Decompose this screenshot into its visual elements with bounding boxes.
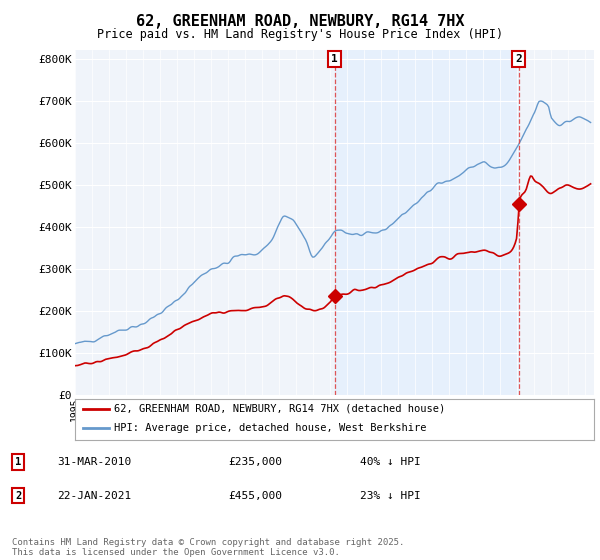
Text: £455,000: £455,000: [228, 491, 282, 501]
Text: 40% ↓ HPI: 40% ↓ HPI: [360, 457, 421, 467]
Text: 23% ↓ HPI: 23% ↓ HPI: [360, 491, 421, 501]
Text: 62, GREENHAM ROAD, NEWBURY, RG14 7HX (detached house): 62, GREENHAM ROAD, NEWBURY, RG14 7HX (de…: [114, 404, 445, 414]
Text: 22-JAN-2021: 22-JAN-2021: [57, 491, 131, 501]
Text: 2: 2: [515, 54, 522, 64]
Bar: [335, 50, 518, 395]
Text: HPI: Average price, detached house, West Berkshire: HPI: Average price, detached house, West…: [114, 423, 427, 433]
Text: 31-MAR-2010: 31-MAR-2010: [57, 457, 131, 467]
Text: 2: 2: [15, 491, 21, 501]
Text: £235,000: £235,000: [228, 457, 282, 467]
Text: Contains HM Land Registry data © Crown copyright and database right 2025.
This d: Contains HM Land Registry data © Crown c…: [12, 538, 404, 557]
Text: 62, GREENHAM ROAD, NEWBURY, RG14 7HX: 62, GREENHAM ROAD, NEWBURY, RG14 7HX: [136, 14, 464, 29]
Text: 1: 1: [15, 457, 21, 467]
Text: 1: 1: [331, 54, 338, 64]
Text: Price paid vs. HM Land Registry's House Price Index (HPI): Price paid vs. HM Land Registry's House …: [97, 28, 503, 41]
